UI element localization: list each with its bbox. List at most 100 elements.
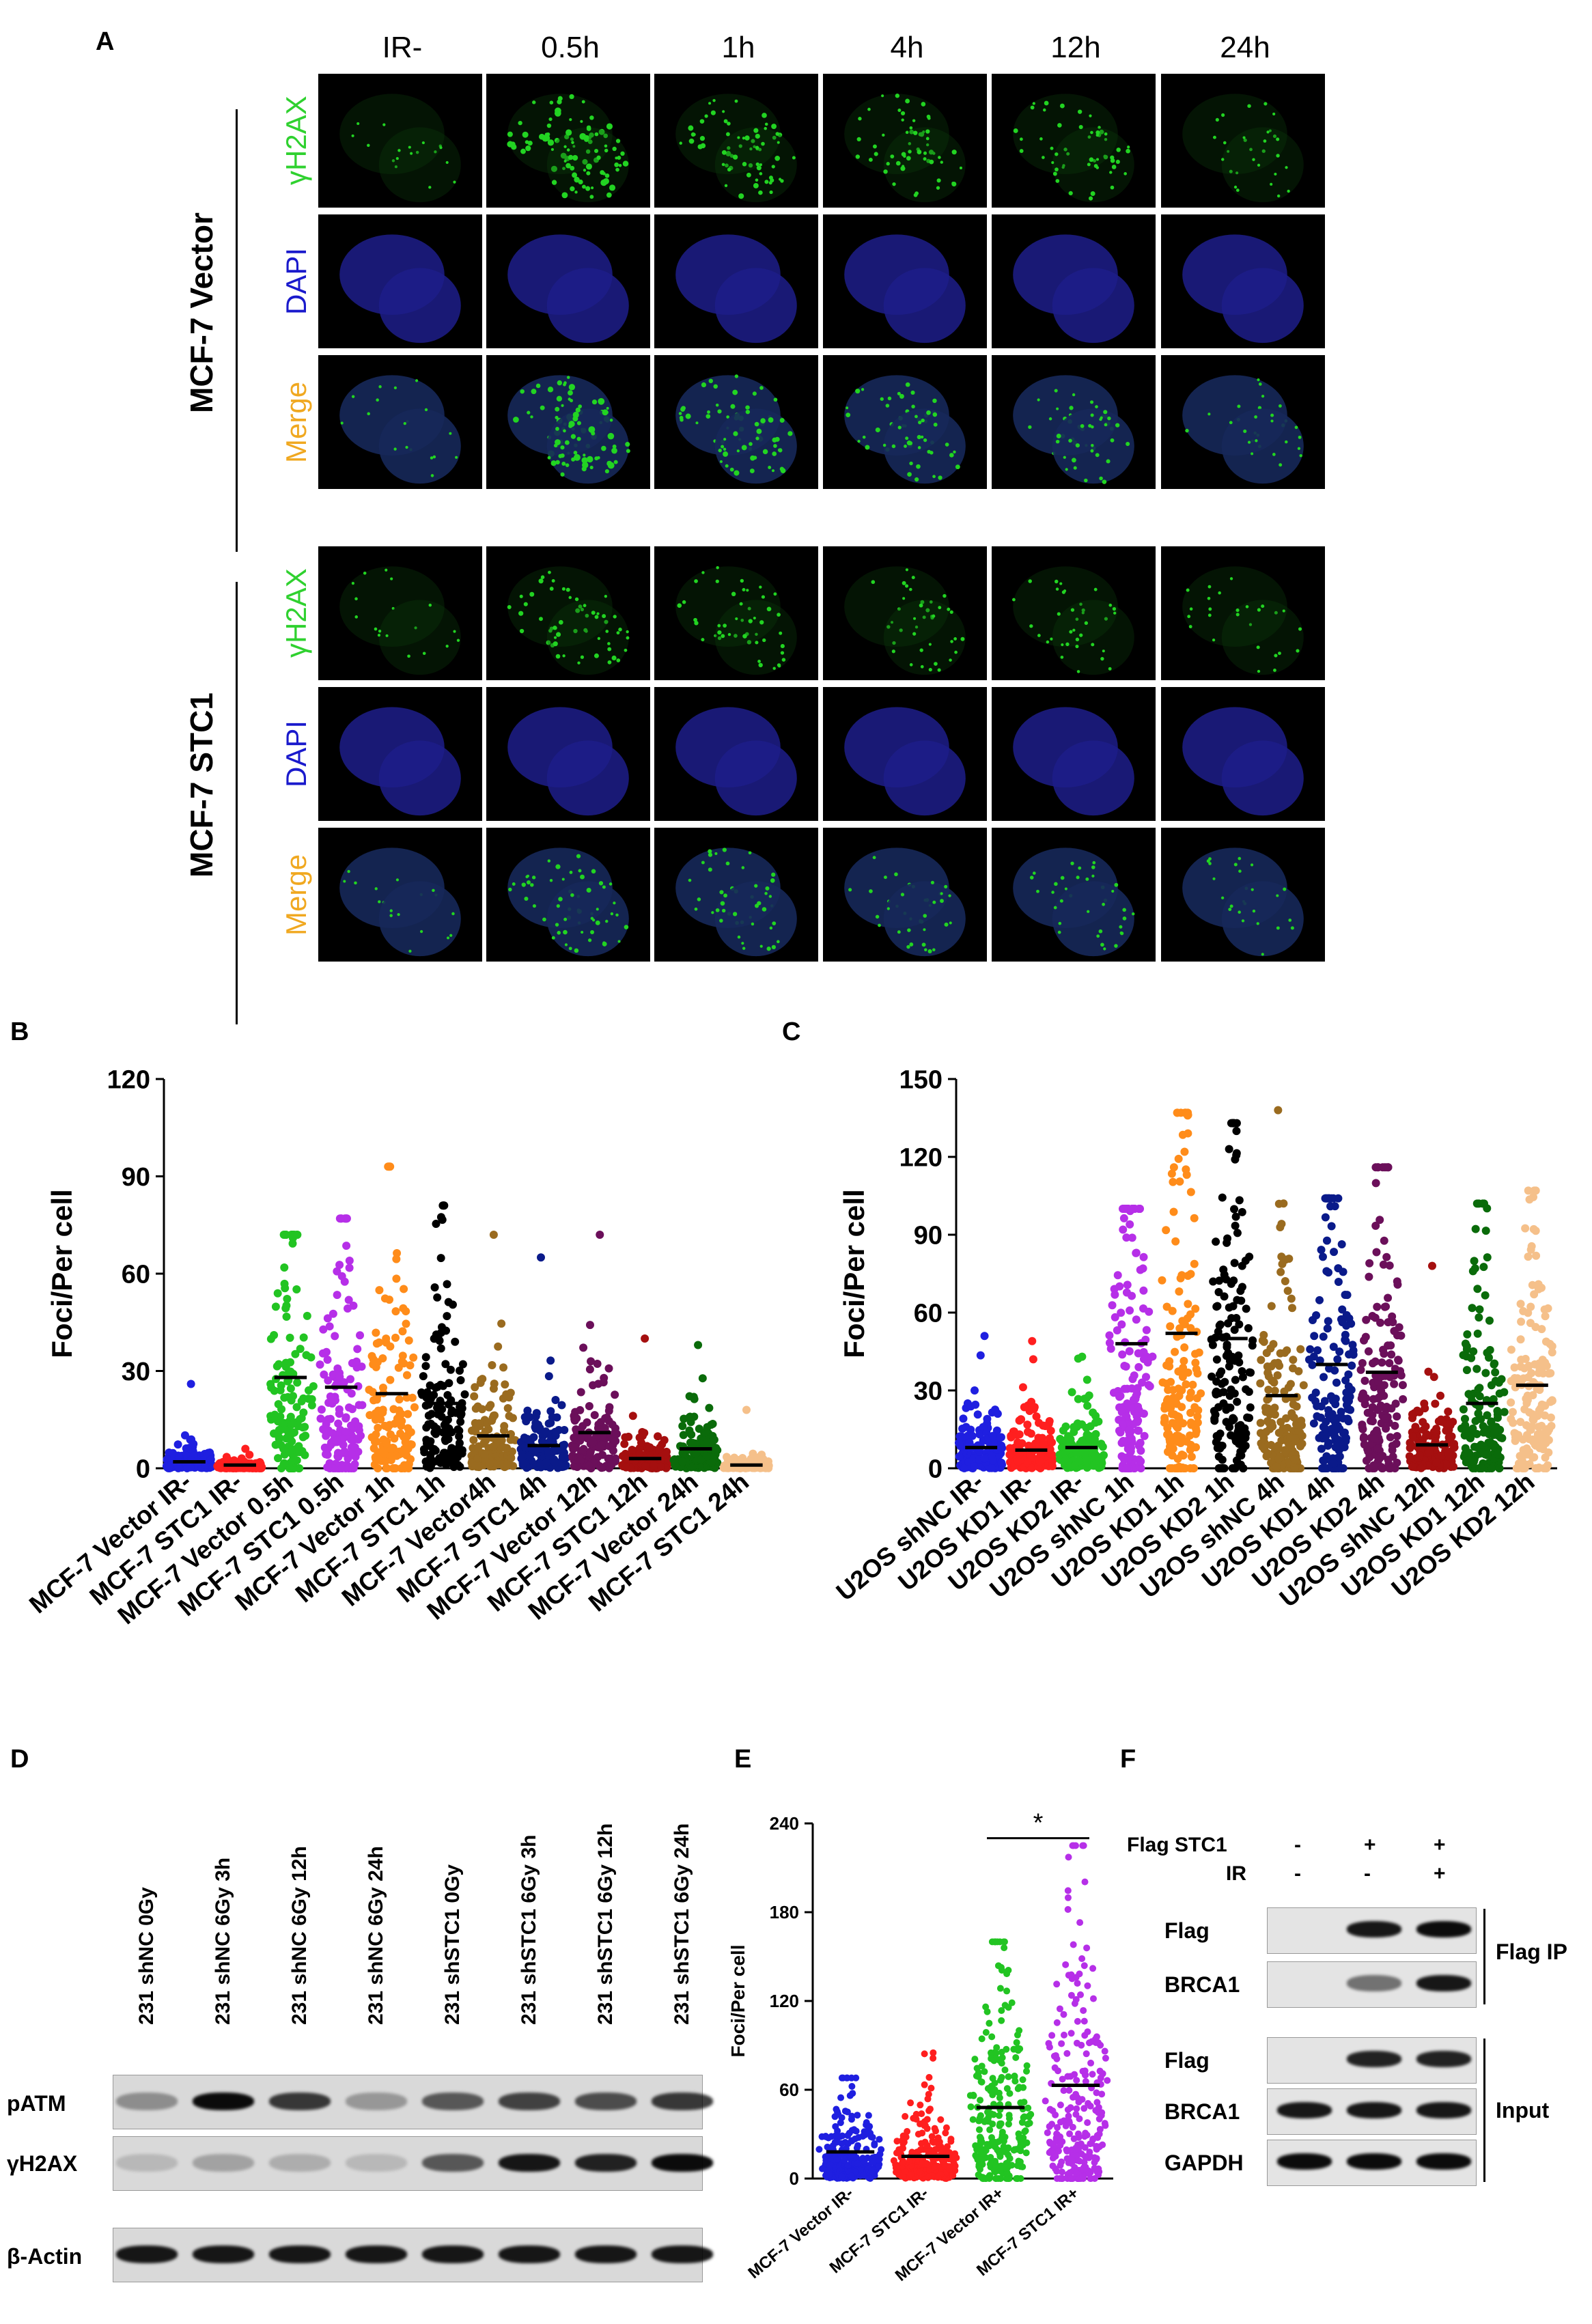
data-point: [1000, 1938, 1007, 1946]
data-point: [1311, 1397, 1320, 1405]
data-point: [402, 1371, 411, 1380]
data-point: [934, 2174, 942, 2181]
data-point: [1461, 1421, 1470, 1430]
data-point: [1225, 1362, 1233, 1371]
data-point: [978, 2062, 986, 2070]
data-point: [1390, 1327, 1399, 1336]
data-point: [1381, 1414, 1390, 1423]
data-point: [553, 1446, 561, 1455]
data-point: [1022, 2149, 1030, 2157]
data-point: [1175, 1412, 1184, 1421]
data-point: [1384, 1163, 1393, 1172]
data-point: [367, 1352, 376, 1360]
data-point: [1214, 1464, 1223, 1472]
data-point: [1053, 1980, 1061, 1988]
data-point: [485, 1403, 494, 1412]
data-point: [1085, 2167, 1092, 2174]
data-point: [1078, 1436, 1087, 1445]
data-point: [593, 1360, 602, 1369]
data-point: [370, 1438, 379, 1446]
data-point: [1001, 2148, 1009, 2155]
data-point: [1076, 2115, 1083, 2123]
data-point: [918, 2110, 925, 2118]
data-point: [1535, 1359, 1544, 1368]
data-point: [1191, 1358, 1200, 1367]
data-point: [1529, 1224, 1538, 1233]
data-point: [491, 1460, 500, 1469]
data-point: [838, 2172, 846, 2180]
micrograph-cell: [1161, 74, 1325, 208]
data-point: [1379, 1345, 1388, 1354]
data-point: [1014, 1438, 1022, 1447]
data-point: [440, 1420, 449, 1429]
data-point: [489, 1231, 498, 1239]
blot-row-label: BRCA1: [1164, 1972, 1240, 1997]
data-point: [546, 1407, 555, 1416]
data-point: [391, 1419, 400, 1428]
data-point: [826, 2161, 834, 2169]
data-point: [1230, 1259, 1239, 1268]
data-series-group: [417, 1201, 469, 1472]
data-point: [1095, 2143, 1103, 2151]
data-point: [1044, 2129, 1051, 2136]
data-point: [389, 1405, 398, 1414]
data-point: [391, 1307, 400, 1316]
data-point: [433, 1293, 442, 1302]
data-point: [1098, 2090, 1106, 2098]
data-point: [502, 1444, 511, 1453]
data-point: [169, 1448, 178, 1457]
data-point: [867, 2174, 874, 2182]
y-tick-label: 180: [770, 1902, 799, 1922]
data-point: [1083, 1375, 1091, 1384]
data-point: [1119, 1225, 1128, 1234]
data-point: [399, 1304, 408, 1313]
data-point: [1235, 1358, 1244, 1367]
data-point: [992, 1938, 999, 1946]
data-point: [1380, 1236, 1388, 1245]
data-point: [1236, 1447, 1245, 1456]
row-label: Merge: [280, 381, 312, 463]
data-point: [1020, 1403, 1029, 1412]
data-point: [928, 2133, 936, 2140]
data-point: [1235, 1196, 1244, 1205]
data-point: [481, 1427, 490, 1436]
data-point: [1384, 1455, 1393, 1464]
data-point: [906, 2157, 913, 2165]
data-point: [1212, 1387, 1221, 1396]
y-axis-label: Foci/Per cell: [838, 1189, 870, 1358]
data-point: [404, 1410, 413, 1418]
data-point: [284, 1431, 293, 1440]
data-point: [531, 1418, 540, 1427]
data-point: [660, 1436, 669, 1444]
panel-letter-e: E: [734, 1745, 752, 1774]
data-point: [1507, 1345, 1516, 1354]
data-point: [919, 2120, 927, 2127]
data-point: [1132, 1315, 1141, 1324]
data-point: [1023, 1420, 1032, 1429]
data-point: [992, 1408, 1001, 1416]
data-point: [1334, 1278, 1343, 1287]
data-point: [998, 2134, 1005, 2142]
data-point: [344, 1296, 353, 1304]
data-point: [275, 1434, 283, 1443]
data-point: [1207, 1372, 1216, 1381]
data-point: [1071, 2000, 1078, 2007]
data-point: [1488, 1464, 1496, 1472]
data-point: [1186, 1388, 1195, 1397]
data-point: [1064, 1905, 1072, 1913]
data-point: [997, 1963, 1005, 1971]
data-point: [988, 2033, 996, 2041]
data-point: [1327, 1222, 1336, 1231]
group-bracket-line: [236, 109, 238, 552]
data-point: [344, 1304, 352, 1313]
data-point: [1179, 1356, 1188, 1365]
data-point: [296, 1414, 305, 1423]
blot-band: [346, 2154, 407, 2172]
data-point: [1184, 1110, 1192, 1119]
data-point: [1365, 1272, 1373, 1281]
data-point: [1076, 1919, 1084, 1927]
data-point: [1193, 1369, 1202, 1378]
data-point: [1274, 1455, 1283, 1464]
data-point: [1473, 1285, 1482, 1293]
data-point: [1136, 1438, 1145, 1447]
